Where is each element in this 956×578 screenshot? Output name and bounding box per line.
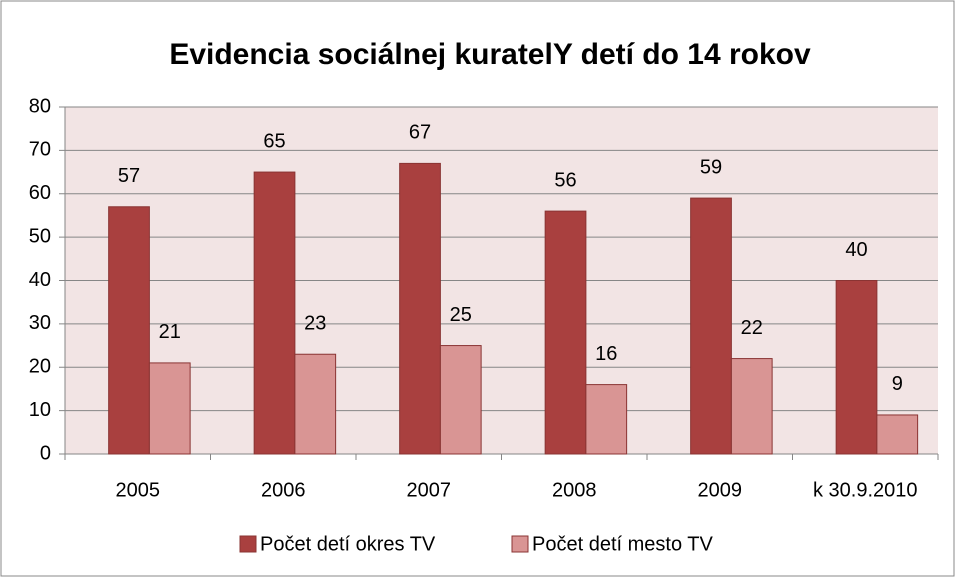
x-tick-label: 2005 — [116, 479, 161, 501]
bar — [690, 197, 732, 455]
x-tick-label: 2006 — [261, 479, 306, 501]
data-label: 56 — [554, 169, 576, 191]
legend-marker — [511, 535, 529, 553]
bar — [108, 206, 150, 455]
bar — [294, 353, 337, 455]
bar — [835, 280, 878, 455]
data-label: 59 — [700, 156, 722, 178]
y-tick-label: 50 — [29, 225, 51, 247]
data-label: 57 — [118, 165, 140, 187]
bar — [439, 345, 482, 455]
data-label: 40 — [845, 239, 867, 261]
bar — [253, 171, 296, 455]
chart-title: Evidencia sociálnej kuratelY detí do 14 … — [169, 38, 811, 71]
data-label: 65 — [263, 130, 285, 152]
data-label: 23 — [304, 313, 326, 335]
bar — [148, 362, 191, 455]
data-label: 9 — [892, 373, 903, 395]
bar — [399, 162, 441, 455]
data-label: 25 — [450, 304, 472, 326]
legend-marker — [239, 535, 257, 553]
x-tick-label: k 30.9.2010 — [813, 479, 918, 501]
y-tick-label: 40 — [29, 269, 51, 291]
bar — [544, 210, 587, 455]
x-tick-label: 2007 — [407, 479, 452, 501]
y-tick-label: 30 — [29, 312, 51, 334]
data-label: 67 — [409, 122, 431, 144]
bar — [585, 384, 628, 455]
legend-label: Počet detí okres TV — [260, 533, 436, 555]
x-tick-label: 2008 — [552, 479, 597, 501]
y-tick-label: 60 — [29, 182, 51, 204]
x-tick-label: 2009 — [698, 479, 743, 501]
data-label: 21 — [159, 321, 181, 343]
data-label: 16 — [595, 343, 617, 365]
y-tick-label: 0 — [40, 442, 51, 464]
legend-label: Počet detí mesto TV — [532, 533, 713, 555]
bar — [730, 358, 773, 455]
data-label: 22 — [741, 317, 763, 339]
y-tick-label: 70 — [29, 139, 51, 161]
y-tick-label: 20 — [29, 356, 51, 378]
y-tick-label: 10 — [29, 399, 51, 421]
bar — [876, 414, 919, 455]
y-tick-label: 80 — [29, 95, 51, 117]
